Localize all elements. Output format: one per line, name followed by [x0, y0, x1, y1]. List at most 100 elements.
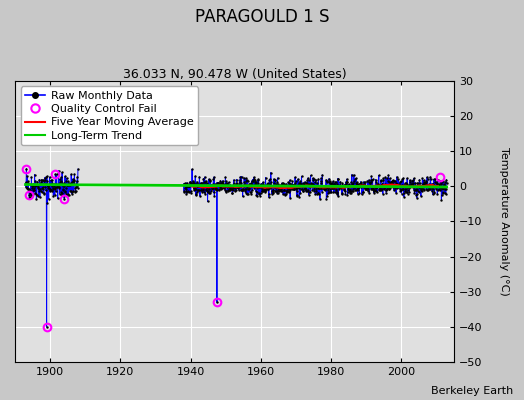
Point [348, 182, 357, 189]
Point [211, 181, 219, 187]
Point [423, 186, 432, 193]
Point [405, 182, 413, 188]
Point [320, 184, 328, 190]
Point [435, 186, 443, 192]
Point [235, 181, 244, 188]
Point [21, 180, 30, 186]
Point [271, 181, 280, 187]
Point [245, 180, 254, 187]
Point [254, 176, 262, 183]
Point [401, 182, 410, 189]
Point [39, 177, 47, 183]
Point [264, 186, 272, 192]
Point [316, 184, 324, 190]
Point [297, 182, 305, 188]
Point [294, 182, 302, 188]
Point [382, 190, 390, 196]
Point [25, 186, 33, 192]
Point [291, 174, 299, 180]
Point [431, 176, 440, 182]
Point [57, 192, 66, 198]
Point [33, 178, 41, 185]
Point [266, 182, 275, 188]
Point [349, 186, 357, 192]
Point [363, 186, 371, 192]
Point [36, 194, 44, 201]
Point [405, 184, 413, 191]
Point [337, 185, 345, 192]
Point [258, 184, 267, 190]
Point [384, 172, 392, 178]
Point [413, 191, 421, 197]
Point [258, 188, 267, 195]
Point [328, 185, 336, 192]
Point [179, 180, 188, 187]
Point [400, 186, 409, 192]
Point [41, 177, 49, 183]
Point [226, 187, 235, 194]
Point [212, 186, 221, 192]
Point [216, 184, 224, 190]
Point [369, 185, 377, 192]
Point [377, 186, 385, 192]
Point [249, 174, 258, 180]
Point [433, 177, 442, 183]
Point [377, 177, 385, 183]
Point [305, 184, 314, 190]
Point [206, 190, 214, 196]
Point [238, 193, 247, 200]
Point [269, 176, 278, 182]
Point [239, 183, 248, 189]
Point [367, 177, 375, 183]
Point [190, 180, 198, 186]
Point [203, 188, 211, 194]
Point [319, 182, 328, 189]
Point [296, 178, 304, 185]
Point [259, 181, 268, 188]
Point [389, 184, 397, 191]
Point [229, 184, 237, 191]
Point [372, 184, 380, 191]
Point [340, 186, 348, 192]
Point [424, 186, 433, 192]
Point [286, 177, 294, 183]
Point [215, 181, 224, 187]
Point [247, 188, 255, 195]
Point [49, 192, 58, 199]
Point [392, 180, 400, 186]
Point [310, 184, 319, 190]
Point [432, 179, 441, 186]
Point [245, 183, 253, 190]
Point [434, 177, 442, 184]
Point [307, 183, 315, 189]
Point [383, 186, 391, 192]
Point [352, 175, 360, 182]
Point [59, 193, 68, 199]
Point [389, 180, 397, 187]
Point [71, 185, 79, 191]
Point [315, 185, 324, 191]
Point [38, 185, 47, 192]
Point [314, 189, 322, 196]
Point [247, 178, 256, 184]
Point [397, 190, 406, 197]
Point [358, 182, 366, 188]
Point [421, 180, 430, 187]
Point [282, 180, 290, 187]
Point [239, 186, 247, 192]
Point [266, 184, 274, 191]
Point [241, 181, 249, 188]
Point [217, 178, 226, 185]
Point [428, 188, 436, 194]
Point [308, 182, 316, 189]
Point [345, 187, 353, 193]
Point [191, 173, 200, 179]
Point [322, 176, 330, 183]
Point [232, 176, 241, 183]
Point [346, 190, 354, 196]
Point [62, 191, 70, 197]
Point [258, 186, 266, 192]
Point [388, 178, 396, 185]
Point [27, 189, 35, 195]
Point [219, 183, 227, 190]
